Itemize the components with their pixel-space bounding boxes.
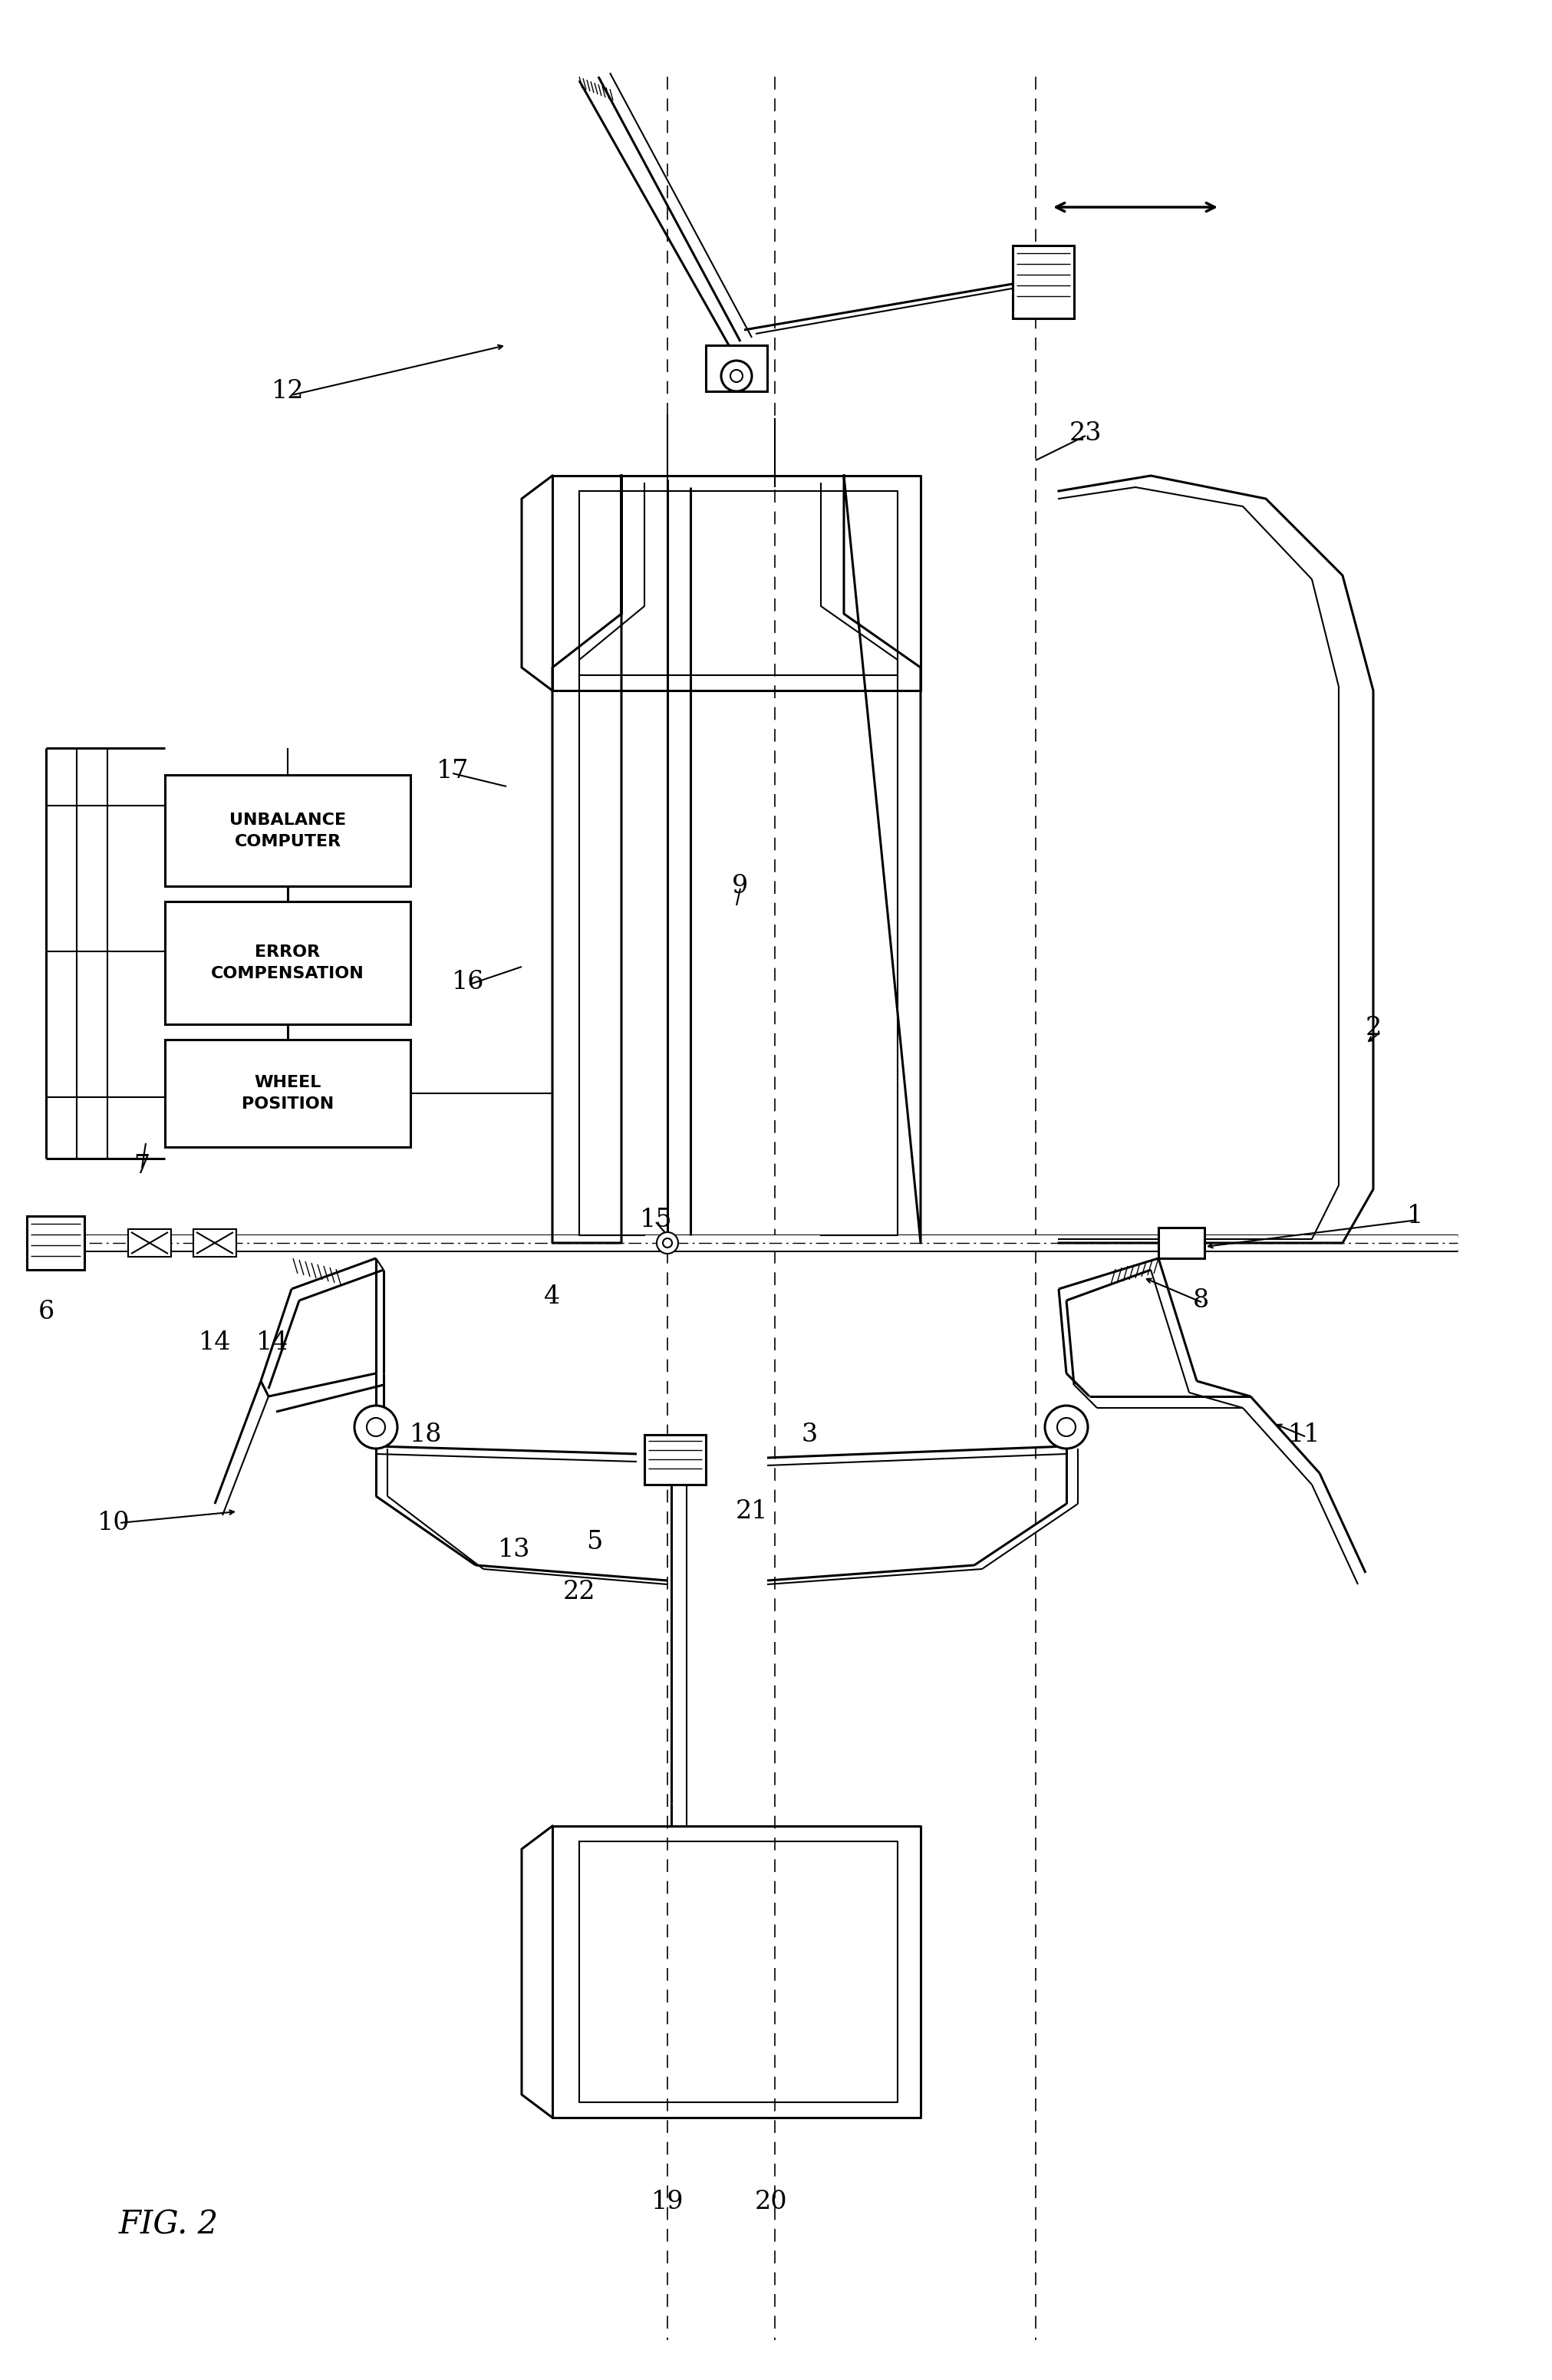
Text: 12: 12 <box>272 378 304 405</box>
Circle shape <box>1057 1418 1076 1435</box>
Text: FIG. 2: FIG. 2 <box>120 2209 219 2242</box>
Text: 17: 17 <box>436 759 469 783</box>
Bar <box>42 1235 1457 1250</box>
Text: 6: 6 <box>37 1299 54 1323</box>
Bar <box>26 1216 84 1271</box>
Bar <box>165 776 410 885</box>
Bar <box>129 1228 171 1257</box>
Text: 7: 7 <box>133 1154 151 1178</box>
Circle shape <box>354 1407 397 1449</box>
Text: 4: 4 <box>545 1285 560 1309</box>
Text: 14: 14 <box>199 1330 231 1354</box>
Text: 11: 11 <box>1287 1423 1319 1447</box>
Bar <box>165 902 410 1023</box>
Bar <box>644 1435 706 1485</box>
Text: 3: 3 <box>801 1423 816 1447</box>
Text: 19: 19 <box>650 2190 683 2213</box>
Text: 18: 18 <box>410 1423 442 1447</box>
Text: 22: 22 <box>563 1580 596 1604</box>
Text: 1: 1 <box>1406 1204 1423 1228</box>
Circle shape <box>729 369 742 383</box>
Bar <box>1158 1228 1204 1259</box>
Circle shape <box>663 1238 672 1247</box>
Circle shape <box>1044 1407 1088 1449</box>
Text: 23: 23 <box>1069 421 1102 445</box>
Circle shape <box>720 362 751 390</box>
Text: 13: 13 <box>498 1537 531 1561</box>
Text: 2: 2 <box>1364 1016 1381 1040</box>
Bar <box>165 1040 410 1147</box>
Bar <box>194 1228 236 1257</box>
Text: 21: 21 <box>736 1499 768 1523</box>
Text: 15: 15 <box>639 1207 672 1233</box>
Circle shape <box>366 1418 385 1435</box>
Text: 20: 20 <box>754 2190 787 2213</box>
Text: 14: 14 <box>256 1330 289 1354</box>
Text: 8: 8 <box>1192 1288 1207 1314</box>
Bar <box>1012 245 1074 319</box>
Text: 16: 16 <box>452 969 484 995</box>
Circle shape <box>656 1233 678 1254</box>
Text: WHEEL
POSITION: WHEEL POSITION <box>242 1076 334 1111</box>
Text: UNBALANCE
COMPUTER: UNBALANCE COMPUTER <box>230 812 346 850</box>
Bar <box>706 345 767 390</box>
Text: 9: 9 <box>733 873 748 897</box>
Text: 5: 5 <box>587 1530 602 1554</box>
Text: 10: 10 <box>98 1511 130 1535</box>
Text: ERROR
COMPENSATION: ERROR COMPENSATION <box>211 945 365 981</box>
